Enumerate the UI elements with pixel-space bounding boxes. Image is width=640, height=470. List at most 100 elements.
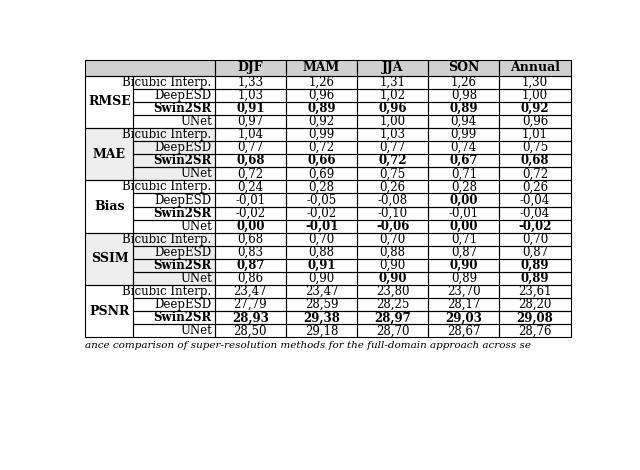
Text: 1,03: 1,03 <box>237 89 264 102</box>
Bar <box>286 180 357 194</box>
Text: 1,03: 1,03 <box>380 128 406 141</box>
Bar <box>499 259 571 272</box>
Bar <box>215 180 286 194</box>
Bar <box>357 285 428 298</box>
Bar <box>428 206 499 219</box>
Bar <box>357 259 428 272</box>
Bar <box>357 298 428 311</box>
Bar <box>428 154 499 167</box>
Text: Bicubic Interp.: Bicubic Interp. <box>122 285 212 298</box>
Bar <box>215 298 286 311</box>
Bar <box>286 128 357 141</box>
Bar <box>215 60 286 76</box>
Bar <box>286 233 357 246</box>
Bar <box>357 324 428 337</box>
Text: 0,96: 0,96 <box>522 115 548 128</box>
Bar <box>499 89 571 102</box>
Bar <box>286 324 357 337</box>
Bar <box>215 180 286 194</box>
Bar <box>134 259 215 272</box>
Bar <box>215 311 286 324</box>
Bar <box>286 206 357 219</box>
Bar <box>215 115 286 128</box>
Bar <box>499 180 571 194</box>
Bar <box>134 272 215 285</box>
Text: DeepESD: DeepESD <box>155 89 212 102</box>
Bar <box>286 259 357 272</box>
Bar <box>499 76 571 89</box>
Text: DeepESD: DeepESD <box>155 141 212 154</box>
Bar <box>499 154 571 167</box>
Bar <box>499 76 571 89</box>
Text: Annual: Annual <box>510 62 560 74</box>
Bar <box>428 233 499 246</box>
Bar <box>357 89 428 102</box>
Bar <box>357 76 428 89</box>
Bar <box>286 219 357 233</box>
Text: Swin2SR: Swin2SR <box>154 102 212 115</box>
Bar <box>428 167 499 180</box>
Bar <box>286 285 357 298</box>
Bar <box>499 206 571 219</box>
Bar <box>428 115 499 128</box>
Bar <box>134 285 215 298</box>
Bar <box>134 76 215 89</box>
Text: 0,90: 0,90 <box>308 272 335 285</box>
Bar <box>499 285 571 298</box>
Bar <box>134 233 215 246</box>
Text: 28,17: 28,17 <box>447 298 481 311</box>
Text: 1,26: 1,26 <box>308 76 335 89</box>
Text: 0,89: 0,89 <box>450 102 478 115</box>
Text: UNet: UNet <box>180 167 212 180</box>
Bar <box>134 311 215 324</box>
Bar <box>499 128 571 141</box>
Bar <box>499 259 571 272</box>
Bar <box>428 102 499 115</box>
Bar <box>357 128 428 141</box>
Text: 0,87: 0,87 <box>451 246 477 259</box>
Bar <box>357 180 428 194</box>
Bar <box>134 76 215 89</box>
Text: -0,10: -0,10 <box>378 207 408 219</box>
Text: 0,72: 0,72 <box>522 167 548 180</box>
Bar <box>85 233 134 285</box>
Text: 29,08: 29,08 <box>516 311 554 324</box>
Bar <box>286 311 357 324</box>
Bar <box>286 298 357 311</box>
Bar <box>428 246 499 259</box>
Text: SSIM: SSIM <box>91 252 128 266</box>
Bar <box>286 167 357 180</box>
Bar <box>499 298 571 311</box>
Bar <box>357 194 428 206</box>
Bar <box>215 154 286 167</box>
Text: 28,67: 28,67 <box>447 324 481 337</box>
Bar <box>499 194 571 206</box>
Bar <box>286 102 357 115</box>
Text: Bicubic Interp.: Bicubic Interp. <box>122 180 212 194</box>
Bar <box>499 311 571 324</box>
Bar <box>499 141 571 154</box>
Bar <box>134 128 215 141</box>
Bar <box>134 324 215 337</box>
Bar <box>357 60 428 76</box>
Bar <box>357 154 428 167</box>
Bar <box>215 167 286 180</box>
Bar <box>134 272 215 285</box>
Bar <box>286 272 357 285</box>
Bar <box>286 60 357 76</box>
Bar <box>85 60 215 76</box>
Text: 1,00: 1,00 <box>522 89 548 102</box>
Bar <box>357 167 428 180</box>
Text: -0,01: -0,01 <box>449 207 479 219</box>
Bar <box>499 246 571 259</box>
Bar <box>357 102 428 115</box>
Text: 0,90: 0,90 <box>380 259 406 272</box>
Bar <box>428 128 499 141</box>
Bar <box>428 259 499 272</box>
Bar <box>85 60 215 76</box>
Bar <box>134 128 215 141</box>
Bar <box>215 194 286 206</box>
Text: 1,31: 1,31 <box>380 76 406 89</box>
Text: 0,72: 0,72 <box>378 154 407 167</box>
Bar <box>428 128 499 141</box>
